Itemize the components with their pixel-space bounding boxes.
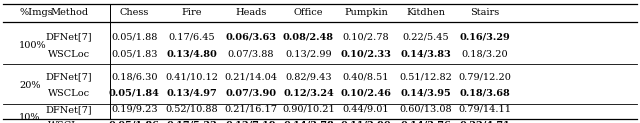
Text: Heads: Heads xyxy=(235,8,267,17)
Text: 0.40/8.51: 0.40/8.51 xyxy=(343,72,389,81)
Text: 0.05/1.84: 0.05/1.84 xyxy=(109,89,160,98)
Text: 0.82/9.43: 0.82/9.43 xyxy=(285,72,332,81)
Text: 0.44/9.01: 0.44/9.01 xyxy=(343,105,389,114)
Text: Fire: Fire xyxy=(182,8,202,17)
Text: 0.05/1.88: 0.05/1.88 xyxy=(111,32,157,41)
Text: 0.18/6.30: 0.18/6.30 xyxy=(111,72,157,81)
Text: 0.10/2.33: 0.10/2.33 xyxy=(340,50,392,59)
Text: DFNet[7]: DFNet[7] xyxy=(46,32,92,41)
Text: 0.17/5.33: 0.17/5.33 xyxy=(166,121,218,123)
Text: DFNet[7]: DFNet[7] xyxy=(46,72,92,81)
Text: 0.60/13.08: 0.60/13.08 xyxy=(399,105,452,114)
Text: DFNet[7]: DFNet[7] xyxy=(46,105,92,114)
Text: 10%: 10% xyxy=(19,113,41,122)
Text: 0.08/2.48: 0.08/2.48 xyxy=(283,32,334,41)
Text: 0.22/5.45: 0.22/5.45 xyxy=(403,32,449,41)
Text: 0.13/4.80: 0.13/4.80 xyxy=(166,50,218,59)
Text: Method: Method xyxy=(50,8,88,17)
Text: 0.10/2.78: 0.10/2.78 xyxy=(343,32,389,41)
Text: 0.90/10.21: 0.90/10.21 xyxy=(282,105,335,114)
Text: 0.41/10.12: 0.41/10.12 xyxy=(166,72,218,81)
Text: 0.13/7.19: 0.13/7.19 xyxy=(225,121,276,123)
Text: 0.19/9.23: 0.19/9.23 xyxy=(111,105,157,114)
Text: 0.14/3.76: 0.14/3.76 xyxy=(400,121,451,123)
Text: Pumpkin: Pumpkin xyxy=(344,8,388,17)
Text: 20%: 20% xyxy=(19,81,41,90)
Text: 0.14/3.83: 0.14/3.83 xyxy=(400,50,451,59)
Text: 0.51/12.82: 0.51/12.82 xyxy=(399,72,452,81)
Text: Stairs: Stairs xyxy=(470,8,500,17)
Text: 0.07/3.88: 0.07/3.88 xyxy=(228,50,274,59)
Text: 0.05/1.86: 0.05/1.86 xyxy=(109,121,160,123)
Text: Office: Office xyxy=(294,8,323,17)
Text: WSCLoc: WSCLoc xyxy=(48,121,90,123)
Text: 0.12/3.24: 0.12/3.24 xyxy=(283,89,334,98)
Text: 0.07/3.90: 0.07/3.90 xyxy=(225,89,276,98)
Text: WSCLoc: WSCLoc xyxy=(48,89,90,98)
Text: Chess: Chess xyxy=(120,8,149,17)
Text: 0.22/4.71: 0.22/4.71 xyxy=(460,121,511,123)
Text: 0.05/1.83: 0.05/1.83 xyxy=(111,50,157,59)
Text: 0.21/14.04: 0.21/14.04 xyxy=(225,72,277,81)
Text: 0.10/2.46: 0.10/2.46 xyxy=(340,89,392,98)
Text: 0.16/3.29: 0.16/3.29 xyxy=(460,32,511,41)
Text: 0.18/3.68: 0.18/3.68 xyxy=(460,89,511,98)
Text: 0.79/14.11: 0.79/14.11 xyxy=(459,105,511,114)
Text: 100%: 100% xyxy=(19,41,47,50)
Text: Kitdhen: Kitdhen xyxy=(406,8,445,17)
Text: 0.79/12.20: 0.79/12.20 xyxy=(459,72,511,81)
Text: 0.06/3.63: 0.06/3.63 xyxy=(225,32,276,41)
Text: 0.14/3.95: 0.14/3.95 xyxy=(400,89,451,98)
Text: 0.21/16.17: 0.21/16.17 xyxy=(225,105,277,114)
Text: 0.17/6.45: 0.17/6.45 xyxy=(169,32,215,41)
Text: 0.18/3.20: 0.18/3.20 xyxy=(462,50,508,59)
Text: 0.13/2.99: 0.13/2.99 xyxy=(285,50,332,59)
Text: WSCLoc: WSCLoc xyxy=(48,50,90,59)
Text: 0.52/10.88: 0.52/10.88 xyxy=(166,105,218,114)
Text: 0.13/4.97: 0.13/4.97 xyxy=(166,89,218,98)
Text: 0.14/3.78: 0.14/3.78 xyxy=(283,121,334,123)
Text: %Imgs: %Imgs xyxy=(19,8,53,17)
Text: 0.11/2.90: 0.11/2.90 xyxy=(340,121,392,123)
